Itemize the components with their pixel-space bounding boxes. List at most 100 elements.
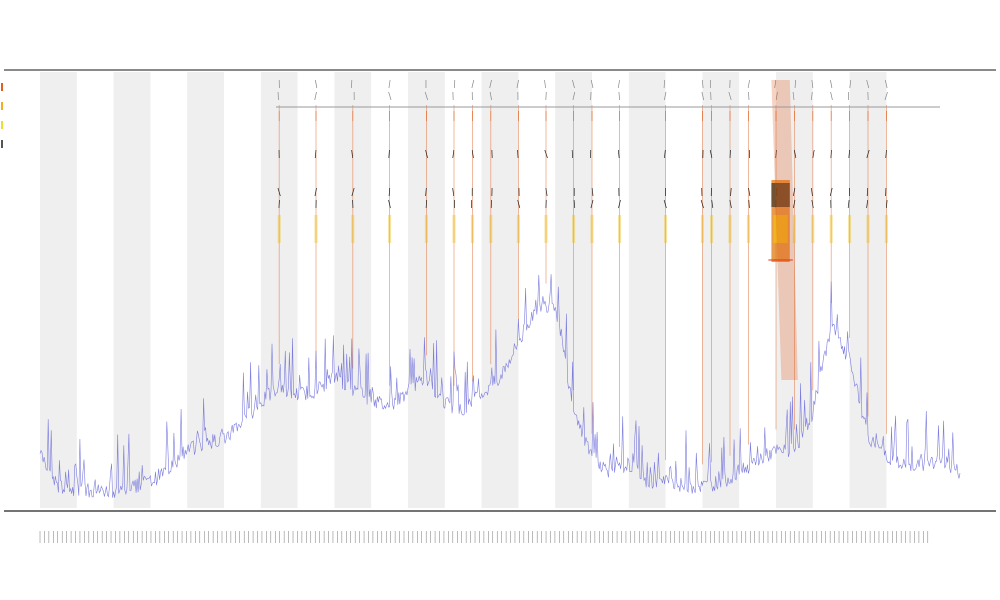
track-tick <box>748 199 750 209</box>
track-tick <box>544 149 548 159</box>
track-tick <box>590 79 594 89</box>
track-tick <box>388 79 391 89</box>
legend-entry <box>1 137 15 150</box>
track-tick <box>792 91 795 101</box>
track-tick <box>811 187 813 197</box>
track-tick <box>617 79 620 89</box>
spike-mark <box>829 215 833 243</box>
shaded-band <box>481 72 519 508</box>
track-tick <box>848 149 850 159</box>
track-tick <box>617 149 620 159</box>
track-tick <box>849 79 852 89</box>
track-tick <box>793 149 797 159</box>
track-tick <box>452 149 455 159</box>
spike-mark <box>811 215 815 243</box>
track-tick <box>748 91 750 101</box>
spike-mark <box>746 215 750 243</box>
track-tick <box>544 79 546 89</box>
spike-mark <box>700 215 704 243</box>
track-tick <box>884 91 888 101</box>
track-tick <box>516 79 519 89</box>
track-tick <box>425 149 428 159</box>
spike-mark <box>572 215 576 243</box>
track-tick <box>830 149 832 159</box>
track-tick <box>663 199 667 209</box>
series-lines <box>39 274 961 498</box>
track-tick <box>572 79 575 89</box>
hotspot-yellow <box>773 215 788 243</box>
track-tick <box>278 199 280 209</box>
shaded-band <box>702 72 740 508</box>
track-tick <box>517 199 521 209</box>
track-tick <box>830 91 833 101</box>
spike-mark <box>664 215 668 243</box>
spike-mark <box>489 215 493 243</box>
legend-swatch <box>1 139 3 148</box>
track-tick <box>590 199 594 209</box>
overlay-spikes <box>277 79 888 465</box>
track-tick <box>388 91 392 101</box>
track-tick <box>471 149 474 159</box>
track-tick <box>728 91 732 101</box>
track-tick <box>700 199 704 209</box>
spike-mark <box>618 215 622 243</box>
track-tick <box>277 187 281 197</box>
track-tick <box>886 199 888 209</box>
track-tick <box>572 91 576 101</box>
track-tick <box>829 187 833 197</box>
spike-mark <box>792 215 796 243</box>
track-tick <box>793 199 796 209</box>
chart-legend <box>1 80 15 156</box>
series-line <box>39 274 961 498</box>
legend-swatch <box>1 101 3 110</box>
legend-entry <box>1 80 15 93</box>
track-tick <box>573 199 576 209</box>
track-tick <box>489 79 492 89</box>
track-tick <box>664 149 666 159</box>
track-tick <box>388 187 391 197</box>
track-tick <box>830 79 833 89</box>
spike-mark <box>470 215 474 243</box>
track-tick <box>711 199 714 209</box>
track-tick <box>424 91 429 101</box>
track-tick <box>452 187 455 197</box>
spike-mark <box>544 215 548 243</box>
track-tick <box>591 187 594 197</box>
shaded-bands <box>40 72 887 508</box>
spike-mark <box>866 215 870 243</box>
track-tick <box>425 187 427 197</box>
track-tick <box>701 79 704 89</box>
track-tick <box>351 149 353 159</box>
track-tick <box>618 91 620 101</box>
track-tick <box>866 79 870 89</box>
hotspot-dark <box>771 183 790 207</box>
track-tick <box>314 91 317 101</box>
shaded-band <box>40 72 77 508</box>
spike-mark <box>728 215 732 243</box>
track-tick <box>866 199 869 209</box>
axes <box>4 69 996 512</box>
spike-mark <box>388 215 392 243</box>
track-tick <box>314 187 317 197</box>
track-tick <box>471 79 475 89</box>
shaded-band <box>113 72 151 508</box>
shaded-band <box>628 72 666 508</box>
spike-mark <box>452 215 456 243</box>
spike-mark <box>590 215 594 243</box>
track-tick <box>489 91 492 101</box>
track-tick <box>425 199 428 209</box>
track-tick <box>748 187 751 197</box>
track-tick <box>351 187 355 197</box>
spike-mark <box>516 215 520 243</box>
x-tick-labels <box>39 531 929 543</box>
track-tick <box>709 149 713 159</box>
track-tick <box>618 199 621 209</box>
track-tick <box>793 187 796 197</box>
spike-mark <box>277 215 281 243</box>
track-tick <box>811 199 814 209</box>
track-tick <box>884 79 888 89</box>
track-tick <box>314 149 317 159</box>
spike-mark <box>884 215 888 243</box>
shaded-band <box>187 72 224 508</box>
